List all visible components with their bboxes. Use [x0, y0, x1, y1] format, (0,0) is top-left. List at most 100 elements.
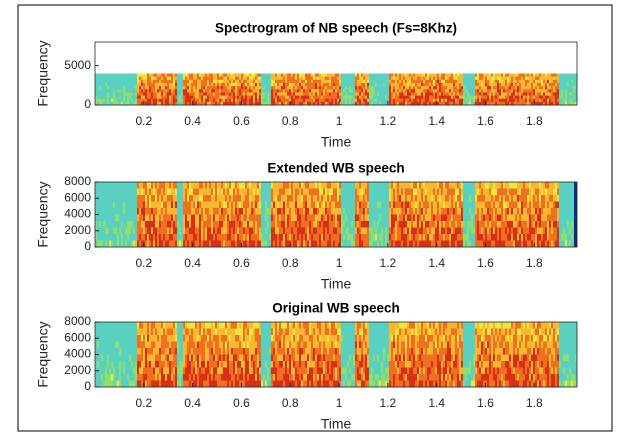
spectrogram-cell	[145, 96, 147, 99]
spectrogram-cell	[215, 89, 217, 92]
spectrogram-cell	[215, 74, 217, 77]
spectrogram-cell	[339, 208, 341, 215]
spectrogram-cell	[379, 80, 381, 83]
spectrogram-cell	[309, 215, 311, 222]
spectrogram-cell	[541, 99, 543, 102]
spectrogram-cell	[241, 208, 243, 215]
spectrogram-cell	[343, 96, 345, 99]
spectrogram-cell	[523, 215, 525, 222]
spectrogram-cell	[177, 195, 179, 202]
spectrogram-cell	[321, 228, 323, 235]
spectrogram-cell	[171, 74, 173, 77]
spectrogram-cell	[333, 92, 335, 95]
spectrogram-cell	[219, 89, 221, 92]
spectrogram-cell	[229, 83, 231, 86]
spectrogram-cell	[99, 348, 101, 355]
spectrogram-cell	[155, 208, 157, 215]
spectrogram-cell	[133, 208, 135, 215]
spectrogram-cell	[181, 80, 183, 83]
spectrogram-cell	[495, 202, 497, 209]
spectrogram-cell	[149, 234, 151, 241]
spectrogram-cell	[503, 89, 505, 92]
spectrogram-cell	[513, 99, 515, 102]
spectrogram-cell	[233, 189, 235, 196]
spectrogram-cell	[367, 208, 369, 215]
spectrogram-cell	[431, 182, 433, 189]
spectrogram-cell	[295, 195, 297, 202]
spectrogram-cell	[103, 92, 105, 95]
spectrogram-cell	[363, 195, 365, 202]
spectrogram-cell	[481, 96, 483, 99]
spectrogram-cell	[553, 215, 555, 222]
spectrogram-cell	[477, 228, 479, 235]
spectrogram-cell	[153, 77, 155, 80]
spectrogram-cell	[273, 241, 275, 248]
spectrogram-cell	[123, 89, 125, 92]
spectrogram-cell	[413, 241, 415, 248]
spectrogram-cell	[339, 96, 341, 99]
spectrogram-cell	[313, 74, 315, 77]
spectrogram-cell	[133, 241, 135, 248]
x-tick-label: 0.4	[184, 256, 201, 270]
spectrogram-cell	[125, 83, 127, 86]
spectrogram-cell	[565, 74, 567, 77]
spectrogram-cell	[137, 99, 139, 102]
spectrogram-cell	[557, 189, 559, 196]
spectrogram-cell	[571, 86, 573, 89]
spectrogram-cell	[387, 195, 389, 202]
spectrogram-cell	[321, 221, 323, 228]
spectrogram-cell	[441, 99, 443, 102]
spectrogram-cell	[119, 89, 121, 92]
spectrogram-cell	[169, 83, 171, 86]
spectrogram-cell	[565, 77, 567, 80]
spectrogram-cell	[183, 221, 185, 228]
spectrogram-cell	[247, 228, 249, 235]
spectrogram-cell	[291, 89, 293, 92]
spectrogram-cell	[219, 182, 221, 189]
spectrogram-cell	[135, 215, 137, 222]
spectrogram-cell	[389, 215, 391, 222]
spectrogram-cell	[213, 80, 215, 83]
spectrogram-cell	[489, 182, 491, 189]
spectrogram-cell	[281, 83, 283, 86]
spectrogram-cell	[345, 215, 347, 222]
spectrogram-cell	[173, 208, 175, 215]
spectrogram-cell	[237, 208, 239, 215]
spectrogram-cell	[487, 77, 489, 80]
spectrogram-cell	[217, 89, 219, 92]
spectrogram-cell	[201, 228, 203, 235]
spectrogram-cell	[323, 182, 325, 189]
spectrogram-cell	[489, 96, 491, 99]
spectrogram-cell	[443, 96, 445, 99]
spectrogram-cell	[361, 77, 363, 80]
spectrogram-cell	[263, 89, 265, 92]
spectrogram-cell	[543, 99, 545, 102]
spectrogram-cell	[333, 189, 335, 196]
spectrogram-cell	[373, 86, 375, 89]
spectrogram-cell	[511, 86, 513, 89]
spectrogram-cell	[153, 228, 155, 235]
spectrogram-cell	[261, 234, 263, 241]
spectrogram-cell	[203, 99, 205, 102]
spectrogram-cell	[267, 77, 269, 80]
spectrogram-cell	[171, 80, 173, 83]
spectrogram-cell	[317, 195, 319, 202]
spectrogram-cell	[141, 208, 143, 215]
spectrogram-cell	[513, 83, 515, 86]
spectrogram-cell	[519, 77, 521, 80]
spectrogram-cell	[421, 96, 423, 99]
spectrogram-cell	[471, 96, 473, 99]
spectrogram-cell	[105, 221, 107, 228]
spectrogram-cell	[423, 241, 425, 248]
spectrogram-cell	[239, 77, 241, 80]
spectrogram-cell	[277, 221, 279, 228]
spectrogram-cell	[101, 182, 103, 189]
spectrogram-cell	[333, 234, 335, 241]
spectrogram-cell	[221, 182, 223, 189]
spectrogram-cell	[457, 86, 459, 89]
spectrogram-cell	[239, 74, 241, 77]
spectrogram-cell	[381, 77, 383, 80]
spectrogram-cell	[175, 96, 177, 99]
spectrogram-cell	[169, 182, 171, 189]
spectrogram-cell	[573, 86, 575, 89]
